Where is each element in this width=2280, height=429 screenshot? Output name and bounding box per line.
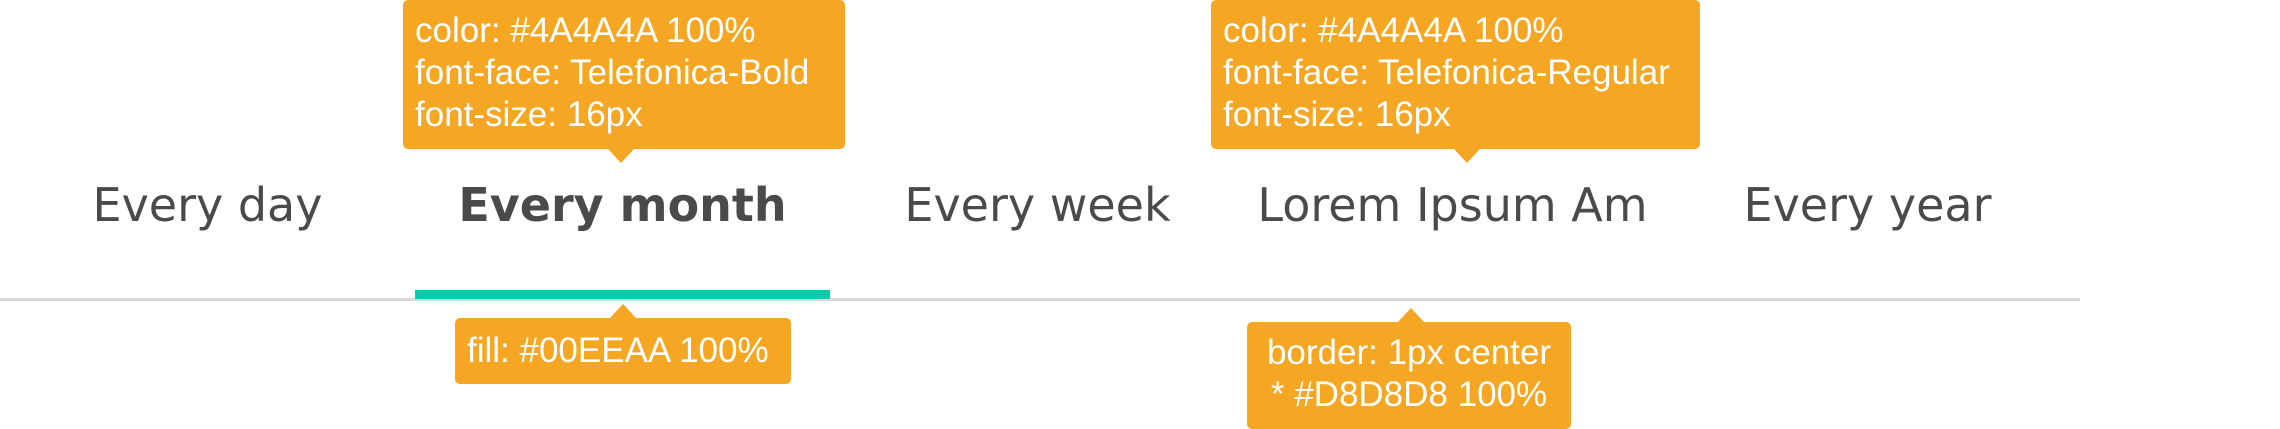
inactive-tab-spec-callout: color: #4A4A4A 100% font-face: Telefonic… [1211, 0, 1700, 163]
tab-bar-divider [0, 298, 2080, 301]
spec-line: color: #4A4A4A 100% [415, 11, 756, 50]
tab-label: Lorem Ipsum Am [1257, 178, 1648, 232]
tab-label: Every month [458, 178, 787, 232]
spec-line: fill: #00EEAA 100% [467, 331, 769, 370]
indicator-fill-spec-callout: fill: #00EEAA 100% [455, 304, 791, 384]
tab-label: Every day [92, 178, 323, 232]
spec-line: font-size: 16px [415, 95, 643, 134]
tab-every-day[interactable]: Every day [0, 150, 415, 260]
tab-label: Every year [1743, 178, 1992, 232]
tab-every-year[interactable]: Every year [1660, 150, 2075, 260]
spec-line: color: #4A4A4A 100% [1223, 11, 1564, 50]
tab-lorem-ipsum-am[interactable]: Lorem Ipsum Am [1245, 150, 1660, 260]
tab-bar: Every day Every month Every week Lorem I… [0, 150, 2080, 260]
tab-every-week[interactable]: Every week [830, 150, 1245, 260]
active-tab-indicator [415, 290, 830, 299]
spec-line: * #D8D8D8 100% [1270, 375, 1548, 414]
spec-line: font-size: 16px [1223, 95, 1451, 134]
tab-label: Every week [904, 178, 1171, 232]
divider-border-spec-callout: border: 1px center * #D8D8D8 100% [1247, 308, 1571, 429]
spec-line: font-face: Telefonica-Regular [1223, 53, 1670, 92]
tab-every-month[interactable]: Every month [415, 150, 830, 260]
active-tab-spec-callout: color: #4A4A4A 100% font-face: Telefonic… [403, 0, 845, 163]
spec-line: font-face: Telefonica-Bold [415, 53, 810, 92]
spec-line: border: 1px center [1266, 333, 1552, 372]
